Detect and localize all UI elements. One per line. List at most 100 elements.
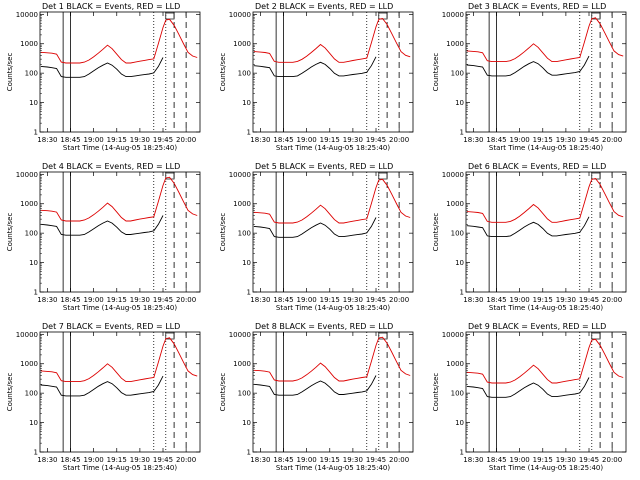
x-tick-label: 19:00	[510, 296, 530, 304]
x-tick-label: 20:00	[176, 456, 196, 464]
x-tick-label: 18:45	[486, 456, 506, 464]
plot-frame	[465, 171, 627, 293]
y-axis-label: Counts/sec	[432, 213, 440, 252]
y-tick-label: 1	[34, 129, 38, 137]
y-tick-label: 1000	[20, 40, 38, 48]
x-tick-label: 20:00	[602, 456, 622, 464]
y-tick-label: 1	[247, 129, 251, 137]
x-tick-label: 19:15	[320, 136, 340, 144]
x-tick-label: 18:30	[250, 136, 270, 144]
x-tick-label: 19:00	[84, 296, 104, 304]
panel-title: Det 7 BLACK = Events, RED = LLD	[42, 322, 180, 331]
x-tick-label: 19:15	[533, 136, 553, 144]
y-tick-label: 10000	[442, 11, 464, 19]
x-tick-label: 19:45	[153, 456, 173, 464]
panel-title: Det 3 BLACK = Events, RED = LLD	[468, 2, 606, 11]
x-axis-label: Start Time (14-Aug-05 18:25:40)	[63, 144, 177, 152]
y-tick-label: 1000	[446, 200, 464, 208]
y-tick-label: 10	[242, 99, 251, 107]
y-axis-label: Counts/sec	[6, 53, 14, 92]
y-tick-label: 1000	[233, 40, 251, 48]
x-axis-label: Start Time (14-Aug-05 18:25:40)	[276, 464, 390, 472]
y-tick-label: 100	[25, 70, 38, 78]
panel-title: Det 9 BLACK = Events, RED = LLD	[468, 322, 606, 331]
x-tick-label: 19:00	[297, 296, 317, 304]
x-tick-label: 18:30	[37, 296, 57, 304]
detector-panel: Det 3 BLACK = Events, RED = LLD 1 10 100 100…	[432, 2, 627, 152]
y-tick-label: 1000	[446, 40, 464, 48]
y-tick-label: 10000	[229, 11, 251, 19]
detector-panel: Det 4 BLACK = Events, RED = LLD 1 10 100 100…	[6, 162, 201, 312]
y-tick-label: 10000	[442, 171, 464, 179]
x-tick-label: 18:45	[486, 296, 506, 304]
y-tick-label: 10	[455, 419, 464, 427]
y-tick-label: 10	[242, 259, 251, 267]
y-axis-label: Counts/sec	[432, 53, 440, 92]
y-tick-label: 10000	[16, 11, 38, 19]
x-tick-label: 19:30	[556, 296, 576, 304]
y-axis-label: Counts/sec	[432, 373, 440, 412]
lld-series-line	[40, 337, 198, 383]
x-tick-label: 18:30	[463, 136, 483, 144]
x-tick-label: 19:15	[107, 296, 127, 304]
x-tick-label: 18:45	[273, 136, 293, 144]
lld-series-line	[253, 17, 411, 63]
x-tick-label: 19:30	[130, 296, 150, 304]
x-tick-label: 19:45	[579, 296, 599, 304]
x-tick-label: 19:15	[320, 296, 340, 304]
x-tick-label: 19:30	[556, 456, 576, 464]
y-axis-label: Counts/sec	[219, 53, 227, 92]
plot-frame	[39, 331, 201, 453]
x-tick-label: 19:30	[556, 136, 576, 144]
peak-interval-box	[378, 12, 388, 20]
detector-panel: Det 7 BLACK = Events, RED = LLD 1 10 100 100…	[6, 322, 201, 472]
y-tick-label: 1000	[233, 200, 251, 208]
y-tick-label: 100	[238, 70, 251, 78]
lld-series-line	[253, 336, 411, 382]
x-tick-label: 18:45	[60, 136, 80, 144]
x-tick-label: 18:30	[250, 456, 270, 464]
x-axis-label: Start Time (14-Aug-05 18:25:40)	[63, 304, 177, 312]
lld-series-line	[466, 177, 624, 223]
events-series-line	[466, 55, 590, 77]
lld-series-line	[40, 176, 198, 222]
events-series-line	[253, 217, 377, 238]
events-series-line	[466, 216, 590, 238]
x-tick-label: 20:00	[389, 136, 409, 144]
y-tick-label: 10000	[16, 171, 38, 179]
lld-series-line	[253, 178, 411, 224]
x-tick-label: 18:30	[250, 296, 270, 304]
y-tick-label: 10000	[229, 171, 251, 179]
y-tick-label: 100	[451, 70, 464, 78]
y-tick-label: 1	[460, 129, 464, 137]
detector-panel: Det 8 BLACK = Events, RED = LLD 1 10 100 100…	[219, 322, 414, 472]
y-tick-label: 10	[455, 99, 464, 107]
x-tick-label: 19:15	[320, 456, 340, 464]
x-axis-label: Start Time (14-Aug-05 18:25:40)	[489, 144, 603, 152]
lld-series-line	[466, 17, 624, 63]
y-tick-label: 1	[460, 289, 464, 297]
detector-panel: Det 1 BLACK = Events, RED = LLD 1 10 100 100…	[6, 2, 201, 152]
x-tick-label: 19:00	[510, 136, 530, 144]
y-tick-label: 1	[247, 289, 251, 297]
x-tick-label: 18:45	[60, 296, 80, 304]
x-tick-label: 19:30	[343, 296, 363, 304]
x-tick-label: 19:45	[366, 456, 386, 464]
x-tick-label: 19:00	[84, 456, 104, 464]
plot-frame	[465, 331, 627, 453]
plot-frame	[252, 11, 414, 133]
peak-interval-box	[378, 172, 388, 180]
x-tick-label: 18:30	[463, 456, 483, 464]
y-tick-label: 10000	[229, 331, 251, 339]
x-tick-label: 20:00	[176, 296, 196, 304]
events-series-line	[40, 375, 164, 397]
x-tick-label: 18:45	[273, 296, 293, 304]
x-axis-label: Start Time (14-Aug-05 18:25:40)	[489, 304, 603, 312]
panel-title: Det 1 BLACK = Events, RED = LLD	[42, 2, 180, 11]
detector-panel: Det 6 BLACK = Events, RED = LLD 1 10 100 100…	[432, 162, 627, 312]
panel-title: Det 6 BLACK = Events, RED = LLD	[468, 162, 606, 171]
plot-frame	[252, 171, 414, 293]
y-tick-label: 1	[247, 449, 251, 457]
x-tick-label: 18:45	[486, 136, 506, 144]
y-tick-label: 10000	[442, 331, 464, 339]
